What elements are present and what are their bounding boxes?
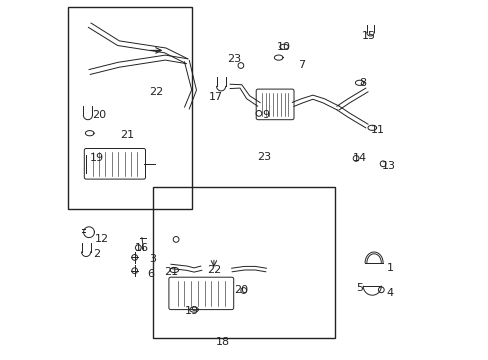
Text: 19: 19	[185, 306, 199, 316]
Text: 6: 6	[147, 269, 154, 279]
Text: 2: 2	[93, 249, 100, 259]
Text: 16: 16	[135, 243, 148, 253]
Text: 15: 15	[361, 31, 375, 41]
Text: 14: 14	[352, 153, 366, 163]
Text: 22: 22	[206, 265, 221, 275]
Text: 3: 3	[149, 254, 156, 264]
Text: 12: 12	[95, 234, 109, 244]
Text: 23: 23	[226, 54, 240, 64]
Text: 21: 21	[163, 267, 178, 277]
Text: 17: 17	[208, 92, 223, 102]
Text: 4: 4	[386, 288, 393, 298]
Text: 1: 1	[386, 263, 393, 273]
Text: 5: 5	[355, 283, 363, 293]
Text: 20: 20	[91, 110, 105, 120]
Text: 8: 8	[359, 78, 366, 88]
Text: 11: 11	[370, 125, 384, 135]
Text: 22: 22	[149, 87, 163, 97]
Text: 9: 9	[262, 110, 269, 120]
Text: 13: 13	[381, 161, 395, 171]
Text: 23: 23	[257, 152, 271, 162]
Text: 21: 21	[120, 130, 134, 140]
Text: 20: 20	[233, 285, 247, 295]
Text: 18: 18	[215, 337, 229, 347]
Bar	[152, 187, 334, 338]
Text: 10: 10	[277, 42, 290, 52]
Text: 19: 19	[90, 153, 104, 163]
Text: 7: 7	[298, 60, 305, 70]
Bar	[68, 7, 192, 209]
